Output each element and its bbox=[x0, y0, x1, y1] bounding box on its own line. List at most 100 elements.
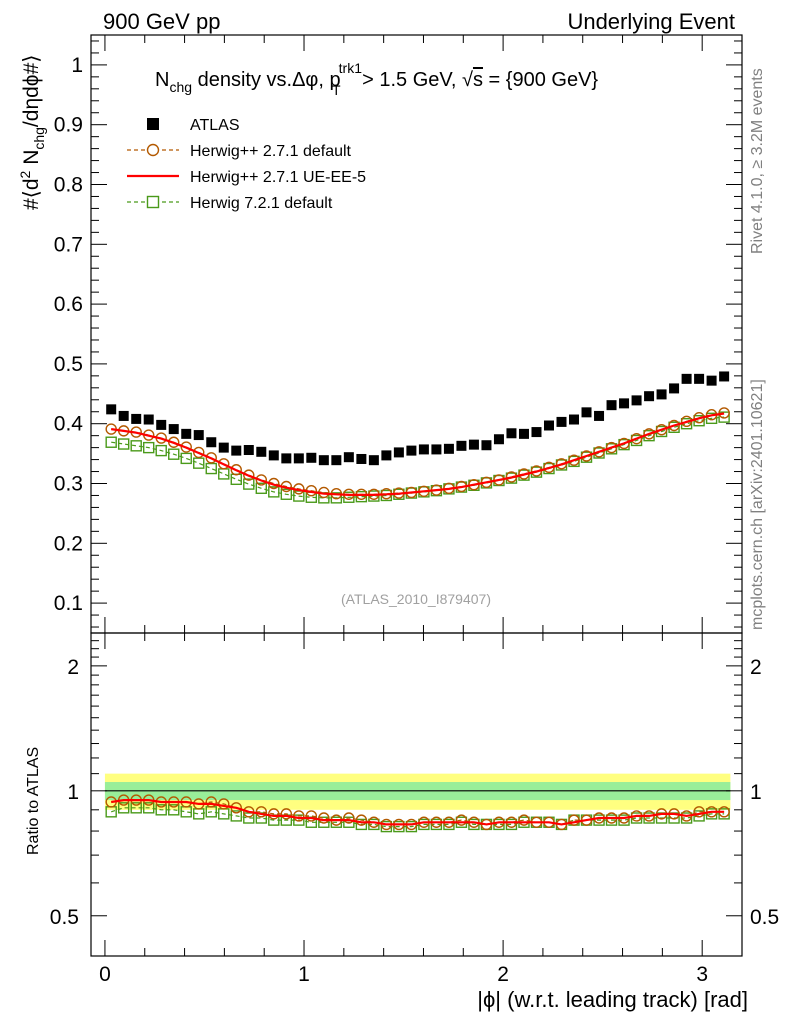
main-atlas-point bbox=[493, 434, 504, 445]
main-herwig-7-2-1-default-point bbox=[218, 468, 230, 480]
main-atlas-point bbox=[306, 452, 317, 463]
ratio-herwig-7-2-1-default-point bbox=[155, 804, 167, 816]
header-left: 900 GeV pp bbox=[103, 9, 220, 34]
ratio-herwig-2-7-1-default-point bbox=[305, 810, 318, 822]
main-herwig-2-7-1-default-point bbox=[568, 454, 580, 466]
main-atlas-point bbox=[293, 453, 304, 464]
main-atlas-point bbox=[218, 442, 229, 453]
ratio-herwig-2-7-1-default-point bbox=[343, 812, 355, 824]
x-tick-label: 3 bbox=[696, 963, 708, 986]
y-tick-label: 0.1 bbox=[54, 592, 83, 615]
rivet-label: Rivet 4.1.0, ≥ 3.2M events bbox=[749, 68, 766, 254]
main-atlas-point bbox=[569, 414, 580, 425]
mcplots-label: mcplots.cern.ch [arXiv:2401.10621] bbox=[749, 379, 766, 630]
ratio-herwig-2-7-1-default-point bbox=[693, 806, 705, 818]
ratio-herwig-2-7-1-default-point bbox=[205, 796, 217, 808]
legend-label: Herwig++ 2.7.1 default bbox=[190, 143, 352, 160]
main-atlas-point bbox=[656, 389, 667, 400]
main-atlas-point bbox=[206, 437, 217, 448]
ratio-herwig-7-2-1-default-point bbox=[168, 804, 180, 816]
main-herwig-7-2-1-default-point bbox=[280, 488, 293, 500]
main-atlas-point bbox=[594, 410, 605, 421]
main-atlas-point bbox=[131, 413, 142, 424]
main-atlas-point bbox=[368, 455, 379, 466]
main-atlas-point bbox=[331, 455, 342, 466]
ratio-herwig-2-7-1-default-point bbox=[568, 814, 580, 826]
main-atlas-point bbox=[556, 416, 567, 427]
main-herwig-7-2-1-default-point bbox=[243, 478, 255, 490]
main-atlas-point bbox=[381, 450, 392, 461]
main-herwig-7-2-1-default-point bbox=[255, 482, 267, 494]
ratio-y-axis-label: Ratio to ATLAS bbox=[25, 747, 42, 855]
ratio-herwig-7-2-1-default-point bbox=[230, 810, 242, 822]
main-atlas-point bbox=[506, 428, 517, 439]
main-atlas-point bbox=[719, 371, 730, 382]
main-herwig-7-2-1-default-point bbox=[105, 436, 117, 448]
y-tick-label: 0.3 bbox=[54, 473, 83, 496]
ratio-herwig-2-7-1-default-point bbox=[355, 814, 368, 826]
x-tick-label: 2 bbox=[497, 963, 509, 986]
ratio-herwig-2-7-1-ue-ee-5-line bbox=[111, 799, 725, 826]
main-atlas-point bbox=[256, 446, 267, 457]
ratio-y-tick-label-right: 1 bbox=[750, 781, 762, 804]
main-herwig-7-2-1-default-point bbox=[155, 444, 167, 457]
ratio-y-tick-label: 2 bbox=[67, 656, 79, 679]
ratio-herwig-2-7-1-default-point bbox=[218, 798, 230, 810]
ratio-y-tick-label-right: 2 bbox=[750, 656, 762, 679]
ratio-y-tick-label-right: 0.5 bbox=[750, 906, 779, 929]
analysis-tag: (ATLAS_2010_I879407) bbox=[341, 591, 491, 607]
legend-label: Herwig 7.2.1 default bbox=[190, 195, 333, 212]
header-right: Underlying Event bbox=[567, 9, 735, 34]
y-tick-label: 0.2 bbox=[54, 532, 83, 555]
ratio-series-group bbox=[105, 794, 730, 833]
plot-title: Nchg density vs.Δφ, ptrk1 T > 1.5 GeV, √s… bbox=[155, 60, 598, 98]
main-herwig-7-2-1-default-point bbox=[168, 448, 180, 460]
main-atlas-point bbox=[531, 427, 542, 438]
ratio-plot-frame bbox=[90, 632, 743, 957]
legend-item-atlas: ATLAS bbox=[147, 117, 240, 134]
main-atlas-point bbox=[518, 428, 529, 439]
legend-item-herwig-7-2-1-default: Herwig 7.2.1 default bbox=[127, 195, 333, 212]
ratio-y-tick-label: 0.5 bbox=[50, 906, 79, 929]
legend-label: ATLAS bbox=[190, 117, 240, 134]
main-herwig-7-2-1-default-point bbox=[143, 441, 155, 454]
main-herwig-2-7-1-default-point bbox=[243, 469, 255, 481]
ratio-herwig-7-2-1-default-line bbox=[111, 807, 725, 828]
y-tick-label: 0.4 bbox=[54, 413, 84, 436]
main-herwig-2-7-1-default-point bbox=[605, 441, 618, 454]
legend-label: Herwig++ 2.7.1 UE-EE-5 bbox=[190, 169, 366, 186]
main-atlas-point bbox=[268, 450, 279, 461]
main-herwig-7-2-1-default-point bbox=[180, 452, 192, 465]
main-atlas-point bbox=[456, 440, 467, 451]
y-tick-label: 0.7 bbox=[54, 233, 83, 256]
main-atlas-point bbox=[243, 445, 254, 456]
ratio-herwig-2-7-1-default-point bbox=[268, 808, 280, 820]
main-herwig-7-2-1-default-point bbox=[117, 438, 130, 450]
main-herwig-2-7-1-default-point bbox=[655, 423, 668, 436]
main-series-group bbox=[105, 371, 730, 504]
ratio-herwig-2-7-1-default-point bbox=[293, 810, 305, 822]
main-atlas-point bbox=[543, 420, 554, 431]
main-herwig-2-7-1-default-point bbox=[718, 407, 730, 419]
main-herwig-2-7-1-default-point bbox=[230, 464, 242, 476]
ratio-herwig-7-2-1-default-point bbox=[243, 812, 255, 824]
main-atlas-point bbox=[581, 407, 592, 418]
y-tick-label: 0.5 bbox=[54, 353, 83, 376]
main-herwig-7-2-1-default-point bbox=[705, 412, 718, 425]
main-herwig-7-2-1-default-point bbox=[230, 473, 242, 486]
main-atlas-point bbox=[281, 453, 292, 464]
main-atlas-point bbox=[156, 419, 167, 430]
ratio-herwig-7-2-1-default-point bbox=[355, 818, 368, 831]
main-herwig-2-7-1-default-point bbox=[180, 441, 192, 453]
ratio-herwig-7-2-1-default-point bbox=[130, 802, 142, 814]
legend-marker bbox=[146, 195, 160, 209]
main-atlas-point bbox=[406, 445, 417, 456]
x-tick-label: 1 bbox=[298, 963, 310, 986]
ratio-herwig-2-7-1-default-point bbox=[255, 806, 267, 818]
main-atlas-point bbox=[356, 453, 367, 464]
main-atlas-point bbox=[343, 452, 354, 463]
x-axis-label: |ϕ| (w.r.t. leading track) [rad] bbox=[477, 987, 748, 1012]
main-atlas-point bbox=[443, 443, 454, 454]
main-atlas-point bbox=[606, 400, 617, 411]
